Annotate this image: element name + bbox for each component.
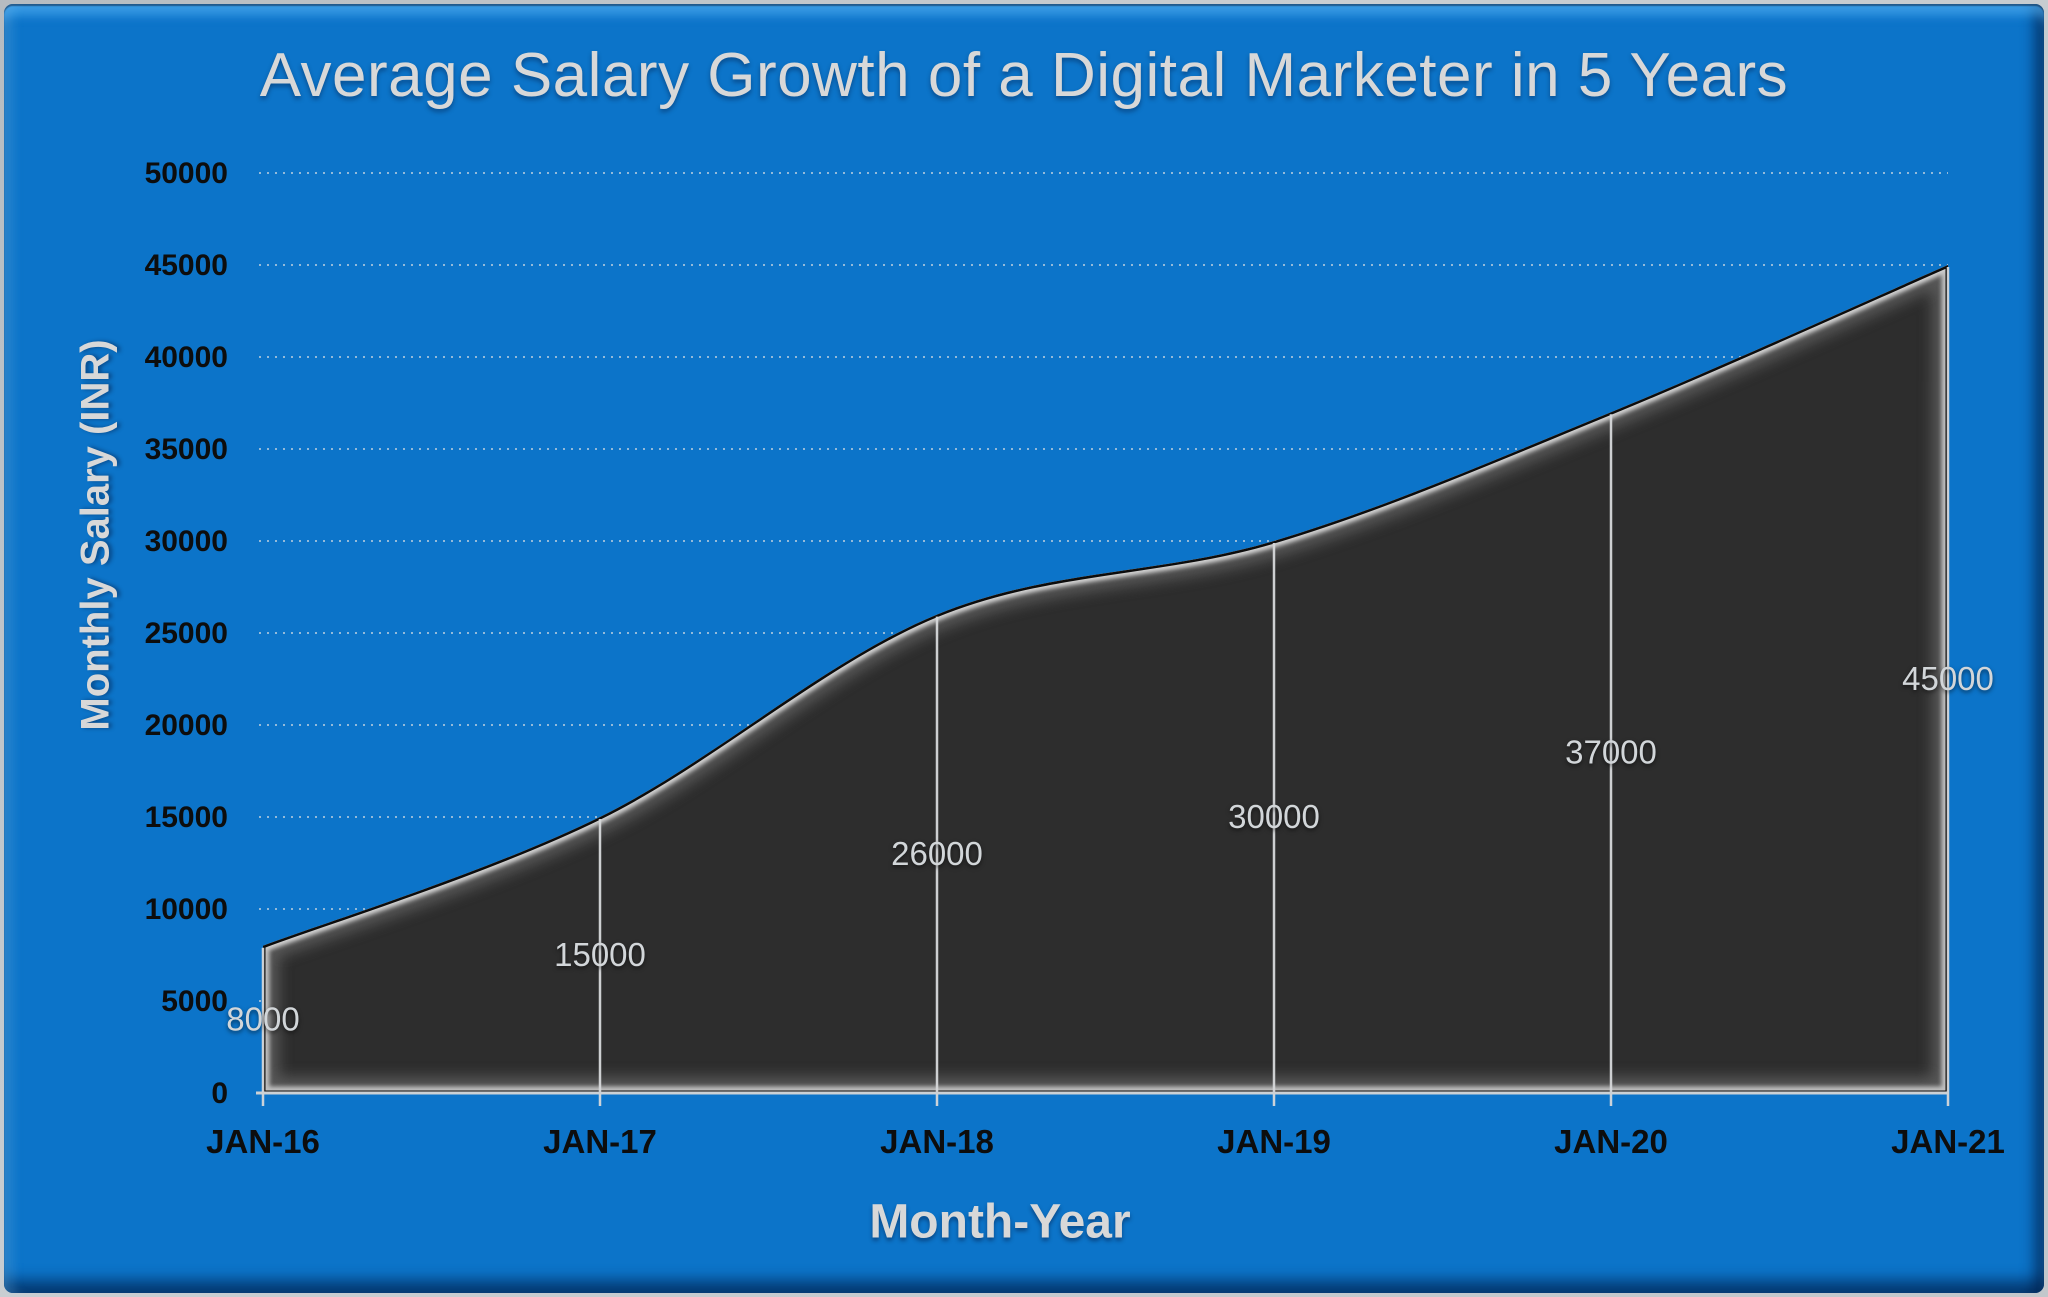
salary-area-shape — [263, 265, 1948, 1093]
x-tick-label: JAN-17 — [543, 1123, 657, 1160]
y-tick-label: 40000 — [145, 341, 228, 374]
y-tick-label: 35000 — [145, 433, 228, 466]
y-tick-label: 20000 — [145, 709, 228, 742]
y-tick-label: 10000 — [145, 893, 228, 926]
data-label: 26000 — [891, 835, 983, 872]
data-label: 37000 — [1565, 734, 1657, 771]
x-axis-title: Month-Year — [869, 1195, 1131, 1249]
y-tick-label: 5000 — [161, 985, 228, 1018]
y-tick-label: 50000 — [145, 157, 228, 190]
x-tick-label: JAN-16 — [206, 1123, 320, 1160]
data-label: 30000 — [1228, 798, 1320, 835]
x-tick-label: JAN-20 — [1554, 1123, 1668, 1160]
chart-title: Average Salary Growth of a Digital Marke… — [259, 41, 1789, 110]
data-label: 45000 — [1902, 660, 1994, 697]
y-tick-label: 25000 — [145, 617, 228, 650]
y-tick-label: 15000 — [145, 801, 228, 834]
data-label: 15000 — [554, 936, 646, 973]
y-tick-label: 45000 — [145, 249, 228, 282]
x-tick-label: JAN-19 — [1217, 1123, 1331, 1160]
y-tick-label: 30000 — [145, 525, 228, 558]
data-label: 8000 — [226, 1000, 299, 1037]
y-tick-label: 0 — [211, 1077, 228, 1110]
x-tick-label: JAN-21 — [1891, 1123, 2005, 1160]
x-tick-label: JAN-18 — [880, 1123, 994, 1160]
